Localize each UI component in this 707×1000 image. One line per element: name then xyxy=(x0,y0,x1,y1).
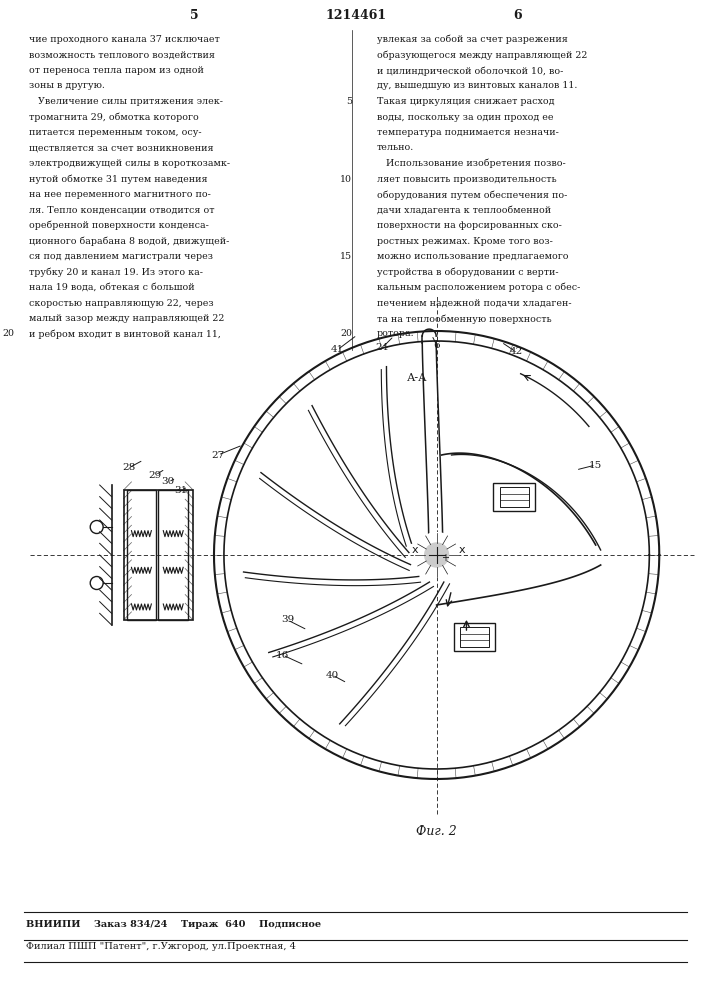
Text: 24: 24 xyxy=(375,344,389,353)
Text: 30: 30 xyxy=(162,478,175,487)
Text: та на теплообменную поверхность: та на теплообменную поверхность xyxy=(377,314,551,324)
Text: можно использование предлагаемого: можно использование предлагаемого xyxy=(377,252,568,261)
Text: 6: 6 xyxy=(513,9,522,22)
Text: нала 19 вода, обтекая с большой: нала 19 вода, обтекая с большой xyxy=(29,283,194,292)
Text: Увеличение силы притяжения элек-: Увеличение силы притяжения элек- xyxy=(29,97,223,106)
Text: электродвижущей силы в короткозамк-: электродвижущей силы в короткозамк- xyxy=(29,159,230,168)
Text: 40: 40 xyxy=(326,670,339,680)
Text: увлекая за собой за счет разрежения: увлекая за собой за счет разрежения xyxy=(377,35,568,44)
Text: питается переменным током, осу-: питается переменным током, осу- xyxy=(29,128,201,137)
Bar xyxy=(500,487,529,507)
Text: на нее переменного магнитного по-: на нее переменного магнитного по- xyxy=(29,190,211,199)
Text: ду, вышедшую из винтовых каналов 11.: ду, вышедшую из винтовых каналов 11. xyxy=(377,82,578,91)
Text: 28: 28 xyxy=(122,464,135,473)
Text: ВНИИПИ    Заказ 834/24    Тираж  640    Подписное: ВНИИПИ Заказ 834/24 Тираж 640 Подписное xyxy=(26,920,321,929)
Text: чие проходного канала 37 исключает: чие проходного канала 37 исключает xyxy=(29,35,220,44)
Text: А-А: А-А xyxy=(407,373,427,383)
Text: Такая циркуляция снижает расход: Такая циркуляция снижает расход xyxy=(377,97,554,106)
Text: ротора.: ротора. xyxy=(377,330,414,338)
Text: 6: 6 xyxy=(433,340,440,350)
Text: ществляется за счет возникновения: ществляется за счет возникновения xyxy=(29,143,214,152)
Text: зоны в другую.: зоны в другую. xyxy=(29,82,105,91)
Text: 29: 29 xyxy=(148,471,162,480)
Text: 5: 5 xyxy=(346,97,352,106)
Text: 15: 15 xyxy=(589,460,602,470)
Text: оборудования путем обеспечения по-: оборудования путем обеспечения по- xyxy=(377,190,568,200)
Text: тельно.: тельно. xyxy=(377,143,414,152)
Text: 15: 15 xyxy=(340,252,352,261)
Text: ционного барабана 8 водой, движущей-: ционного барабана 8 водой, движущей- xyxy=(29,236,230,246)
Text: Использование изобретения позво-: Использование изобретения позво- xyxy=(377,159,566,168)
Text: печением надежной подачи хладаген-: печением надежной подачи хладаген- xyxy=(377,298,572,308)
Text: 20: 20 xyxy=(340,330,352,338)
Bar xyxy=(453,623,496,651)
Text: тромагнита 29, обмотка которого: тромагнита 29, обмотка которого xyxy=(29,112,199,122)
Text: 31: 31 xyxy=(175,486,188,495)
Text: образующегося между направляющей 22: образующегося между направляющей 22 xyxy=(377,51,588,60)
Bar xyxy=(158,490,188,620)
Text: 42: 42 xyxy=(510,348,522,357)
Text: 39: 39 xyxy=(281,615,294,624)
Circle shape xyxy=(415,533,459,577)
Text: и цилиндрической оболочкой 10, во-: и цилиндрической оболочкой 10, во- xyxy=(377,66,563,76)
Text: 20: 20 xyxy=(2,330,14,338)
Text: x: x xyxy=(458,545,464,555)
Text: ляет повысить производительность: ляет повысить производительность xyxy=(377,175,556,184)
Text: x: x xyxy=(411,545,418,555)
Bar xyxy=(124,490,193,620)
Text: дачи хладагента к теплообменной: дачи хладагента к теплообменной xyxy=(377,206,551,215)
Text: нутой обмотке 31 путем наведения: нутой обмотке 31 путем наведения xyxy=(29,175,208,184)
Text: 16: 16 xyxy=(276,650,289,660)
Text: от переноса тепла паром из одной: от переноса тепла паром из одной xyxy=(29,66,204,75)
Text: ля. Тепло конденсации отводится от: ля. Тепло конденсации отводится от xyxy=(29,206,215,215)
Text: возможность теплового воздействия: возможность теплового воздействия xyxy=(29,51,215,60)
Text: трубку 20 и канал 19. Из этого ка-: трубку 20 и канал 19. Из этого ка- xyxy=(29,268,203,277)
Text: скоростью направляющую 22, через: скоростью направляющую 22, через xyxy=(29,298,214,308)
Text: Фиг. 2: Фиг. 2 xyxy=(416,825,457,838)
Text: температура поднимается незначи-: температура поднимается незначи- xyxy=(377,128,559,137)
Text: 27: 27 xyxy=(211,450,225,460)
Circle shape xyxy=(223,340,650,770)
Bar xyxy=(493,483,535,511)
Text: ся под давлением магистрали через: ся под давлением магистрали через xyxy=(29,252,213,261)
Text: воды, поскольку за один проход ее: воды, поскольку за один проход ее xyxy=(377,112,554,121)
Text: оребренной поверхности конденса-: оребренной поверхности конденса- xyxy=(29,221,209,231)
Text: ростных режимах. Кроме того воз-: ростных режимах. Кроме того воз- xyxy=(377,236,553,245)
Text: Филиал ПШП "Патент", г.Ужгород, ул.Проектная, 4: Филиал ПШП "Патент", г.Ужгород, ул.Проек… xyxy=(26,942,296,951)
Text: малый зазор между направляющей 22: малый зазор между направляющей 22 xyxy=(29,314,225,323)
Text: поверхности на форсированных ско-: поверхности на форсированных ско- xyxy=(377,221,562,230)
Text: 41: 41 xyxy=(331,346,344,355)
Circle shape xyxy=(425,543,448,567)
Text: устройства в оборудовании с верти-: устройства в оборудовании с верти- xyxy=(377,268,559,277)
Bar xyxy=(460,627,489,647)
Bar xyxy=(127,490,156,620)
Text: 10: 10 xyxy=(340,175,352,184)
Text: и ребром входит в винтовой канал 11,: и ребром входит в винтовой канал 11, xyxy=(29,330,221,339)
Text: +: + xyxy=(440,553,448,563)
Text: кальным расположением ротора с обес-: кальным расположением ротора с обес- xyxy=(377,283,580,292)
Text: 1214461: 1214461 xyxy=(325,9,386,22)
Text: 5: 5 xyxy=(189,9,198,22)
